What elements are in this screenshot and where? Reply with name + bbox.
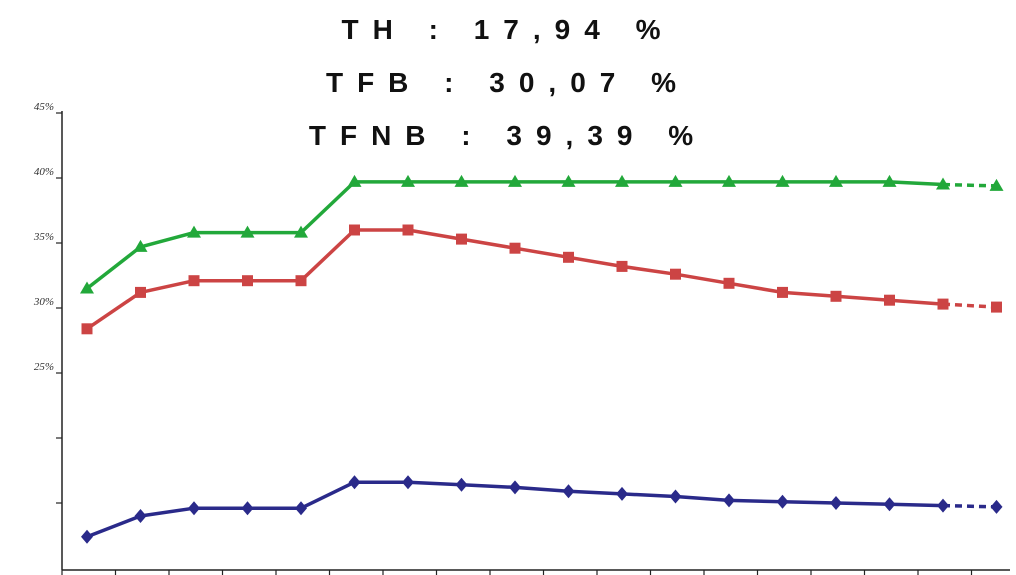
series-1-dashed-segment (942, 302, 997, 309)
series-2-point (830, 496, 842, 510)
series-0-point (80, 281, 94, 294)
series-2-point (669, 489, 682, 504)
series-2-point (134, 509, 147, 523)
series-1-point (349, 224, 360, 236)
series-0-point (401, 174, 415, 187)
series-0-point (240, 225, 255, 238)
series-1-point (456, 233, 467, 245)
series-0-point (829, 174, 843, 187)
title-tfnb: TFNB : 39,39 % (308, 120, 708, 151)
y-tick-label: 40% (34, 166, 54, 178)
chart-series-layer (80, 174, 1004, 544)
series-2-point (990, 499, 1003, 514)
series-2-point (562, 484, 575, 499)
series-0-point (775, 174, 790, 187)
series-0-point (615, 174, 629, 187)
chart-title-block: TH : 17,94 % TFB : 30,07 % TFNB : 39,39 … (0, 0, 1016, 160)
series-1-point (402, 224, 414, 236)
series-0-point (187, 225, 201, 238)
series-2-point (723, 493, 735, 508)
y-tick-label: 30% (33, 296, 54, 308)
series-1-point (295, 275, 307, 287)
series-1-point (616, 260, 628, 272)
series-0-point (668, 174, 683, 187)
series-1-point (991, 301, 1002, 313)
series-0-point (133, 239, 148, 252)
series-1-point (884, 294, 895, 306)
series-1-point (563, 251, 574, 263)
series-1-point (81, 323, 93, 335)
y-tick-label: 45% (34, 101, 54, 113)
series-0-point (561, 174, 576, 187)
series-2-dashed-segment (942, 503, 997, 509)
series-2-point (402, 475, 414, 490)
series-2-point (295, 501, 307, 516)
series-1-point (723, 277, 735, 289)
series-2-point (509, 480, 521, 495)
series-1-point (830, 290, 842, 302)
series-0-point (882, 174, 897, 187)
series-2-point (776, 494, 789, 509)
series-1-point (242, 275, 253, 287)
series-2-point (455, 477, 468, 492)
series-2-point (348, 475, 361, 490)
series-2-point (616, 486, 628, 501)
y-tick-label: 25% (34, 361, 54, 373)
series-1-point (670, 268, 681, 280)
series-2-point (937, 498, 949, 513)
series-0-line (85, 180, 944, 290)
series-2-point (188, 501, 200, 516)
series-0-point (722, 174, 736, 187)
series-0-point (347, 174, 362, 187)
series-1-point (188, 275, 200, 287)
series-1-point (937, 298, 949, 310)
y-tick-label: 35% (33, 231, 54, 243)
title-tfb: TFB : 30,07 % (325, 67, 691, 98)
series-0-point (508, 174, 522, 187)
title-th: TH : 17,94 % (341, 14, 675, 45)
series-1-point (135, 286, 146, 298)
series-1-point (777, 286, 788, 298)
series-0-dashed-segment (942, 182, 997, 188)
series-0-point (989, 178, 1004, 191)
series-2-point (883, 497, 896, 512)
series-0-point (454, 174, 469, 187)
series-2-point (241, 501, 254, 516)
series-1-point (509, 242, 521, 254)
series-0-point (294, 225, 308, 238)
chart-axes: 45% 40% 35% 30% 25% (33, 101, 1010, 575)
series-2-point (81, 529, 93, 544)
series-0-point (936, 177, 950, 190)
